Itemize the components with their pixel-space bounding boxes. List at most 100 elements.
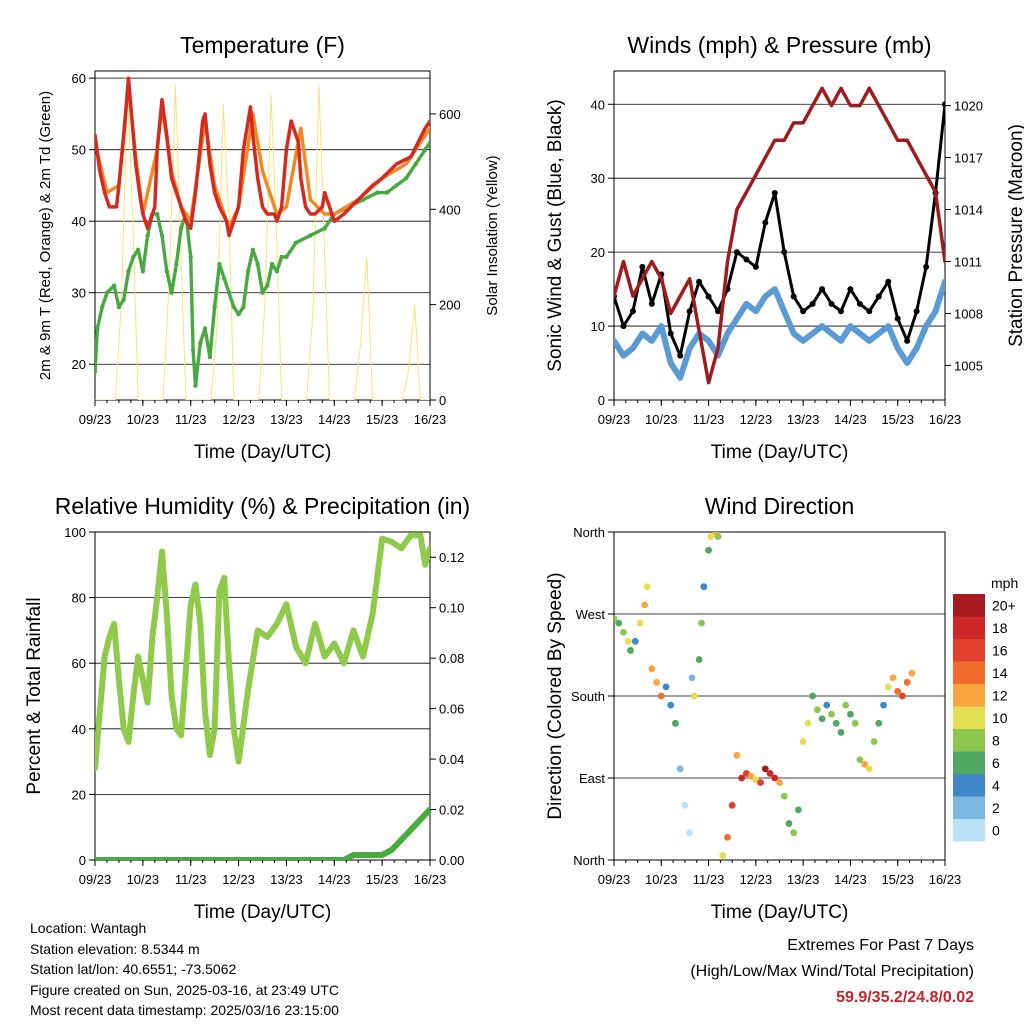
legend-label: 14 [992,665,1008,681]
legend-swatch [953,684,985,707]
x-axis-label: Time (Day/UTC) [194,902,332,923]
panel-temperature: Temperature (F)2030405060020040060009/23… [37,32,501,463]
point-td [99,304,105,310]
direction-point [643,583,651,591]
x-axis-label: Time (Day/UTC) [194,442,332,463]
x-tick-label: 09/23 [79,872,112,887]
x-tick-label: 15/23 [366,412,399,427]
y-tick-label: 60 [72,71,86,86]
direction-point [795,806,802,814]
point-gust [686,308,693,315]
y-tick-label: 40 [72,214,86,229]
point-td [269,261,275,267]
y2-tick-label: 1005 [954,358,983,373]
direction-point [889,674,897,682]
legend-label: 10 [992,710,1008,726]
y2-tick-label: 1008 [954,306,983,321]
direction-point [714,533,722,540]
direction-point [766,770,774,777]
panel-frame-winds [613,70,946,401]
direction-point [641,601,649,609]
y-tick-label: 40 [72,722,86,737]
extremes-title: Extremes For Past 7 Days [787,937,974,954]
direction-point [894,688,902,695]
plot-area-winds [614,86,945,385]
point-gust [639,263,646,270]
point-td [95,326,100,331]
legend-swatch [953,774,985,797]
point-gust [648,300,655,307]
y2-tick-label: 0.00 [439,853,464,868]
direction-point [832,719,840,727]
y-tick-label: 60 [72,656,86,671]
point-td [121,297,126,303]
y-tick-label: 80 [72,591,86,606]
point-gust [733,249,740,256]
point-gust [923,263,930,270]
direction-point [705,546,712,554]
x-tick-label: 16/23 [414,872,447,887]
y-tick-label: 20 [72,357,86,372]
legend-label: 0 [992,822,1000,838]
point-td [164,269,169,274]
direction-point [676,765,684,773]
direction-point [776,779,783,786]
direction-point [813,706,821,714]
direction-point [667,701,675,709]
direction-point [804,719,812,727]
point-td [104,290,110,295]
point-gust [705,293,712,300]
legend-label: 6 [992,755,1000,771]
point-gust [667,330,674,337]
plot-area-temperature [95,76,430,400]
point-td [308,233,313,238]
direction-point [842,701,850,709]
point-gust [771,189,778,196]
y-axis-label: Percent & Total Rainfall [24,597,45,794]
point-td [131,254,136,260]
x-tick-label: 14/23 [318,872,351,887]
point-td [198,340,203,345]
x-tick-label: 10/23 [645,872,678,887]
y-tick-label: West [576,607,606,622]
y2-tick-label: 0.04 [439,752,464,767]
point-td [111,283,117,288]
speed-legend: mph 20+ 18 16 14 12 10 8 6 4 2 0 [953,575,1018,842]
direction-point [690,692,698,700]
direction-point [790,829,798,837]
point-gust [828,300,835,307]
series-wind [614,278,945,381]
x-tick-label: 12/23 [222,412,255,427]
point-gust [856,300,863,307]
point-td [174,261,179,267]
point-td [226,290,232,295]
x-tick-label: 10/23 [127,412,160,427]
direction-point [747,772,755,780]
legend-swatch [953,616,985,639]
legend-label: 4 [992,777,1000,793]
y-tick-label: 0 [598,393,605,408]
direction-point [695,656,703,663]
x-tick-label: 11/23 [175,872,207,887]
direction-point [698,619,705,627]
point-td [403,176,409,181]
legend-swatch [953,729,985,752]
series-solar [95,84,430,400]
y2-tick-label: 1017 [954,151,983,166]
direction-point [761,765,769,773]
y-tick-label: North [573,853,605,868]
legend-label: 8 [992,732,1000,748]
x-tick-label: 11/23 [693,872,725,887]
point-td [384,190,390,195]
panel-direction: Wind Direction North East South West North 09/… [545,493,1018,923]
direction-point [903,678,911,686]
y-tick-label: North [573,525,605,540]
direction-point [615,619,623,627]
point-td [116,304,122,310]
y2-tick-label: 1011 [954,254,982,269]
direction-point [636,619,644,627]
point-gust [620,323,627,330]
y-tick-label: South [571,689,605,704]
direction-point [624,637,632,645]
y2-tick-label: 200 [439,298,461,313]
